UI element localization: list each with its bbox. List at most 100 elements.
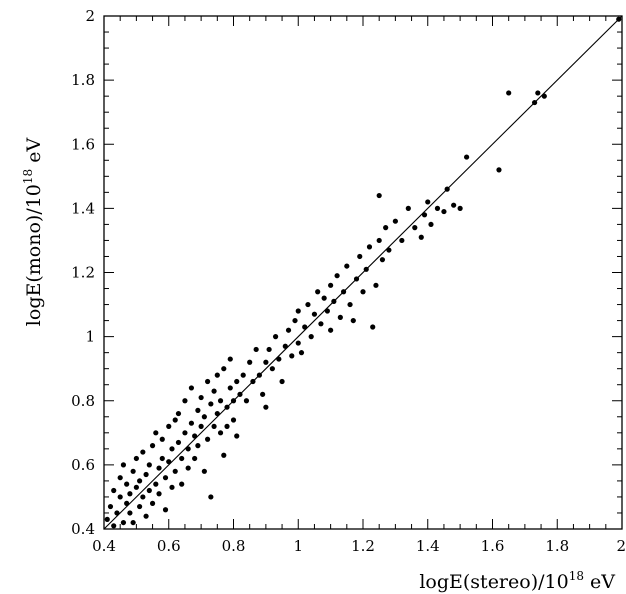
x-axis-label-unit: eV bbox=[584, 571, 615, 593]
data-point bbox=[428, 221, 434, 228]
data-point bbox=[234, 378, 240, 385]
data-point bbox=[263, 359, 269, 365]
data-point bbox=[434, 205, 441, 211]
data-point bbox=[230, 417, 237, 423]
data-point bbox=[412, 225, 418, 231]
data-point bbox=[282, 343, 288, 349]
data-point bbox=[334, 273, 340, 279]
data-point bbox=[269, 366, 275, 372]
data-point bbox=[376, 192, 382, 199]
data-point bbox=[172, 417, 178, 423]
data-point bbox=[140, 494, 146, 500]
data-point bbox=[289, 353, 295, 359]
data-point bbox=[166, 423, 172, 429]
data-point bbox=[185, 446, 191, 452]
data-point bbox=[111, 523, 117, 529]
axis-ticks bbox=[103, 15, 623, 530]
data-point bbox=[366, 244, 373, 250]
data-point bbox=[272, 334, 279, 340]
data-point bbox=[117, 475, 123, 481]
data-point bbox=[405, 205, 411, 211]
data-point bbox=[383, 225, 389, 231]
y-tick-label: 0.6 bbox=[71, 456, 95, 474]
data-point bbox=[357, 253, 363, 260]
data-point bbox=[376, 237, 382, 244]
data-point bbox=[373, 282, 379, 288]
data-point bbox=[360, 289, 366, 295]
data-point bbox=[350, 317, 356, 324]
data-point bbox=[140, 449, 146, 455]
data-point bbox=[130, 519, 136, 526]
data-point bbox=[496, 167, 502, 173]
data-point bbox=[616, 16, 622, 22]
y-tick-label: 1.8 bbox=[71, 71, 95, 89]
data-point bbox=[240, 372, 246, 378]
data-point bbox=[208, 401, 214, 407]
data-point bbox=[302, 324, 308, 330]
data-point bbox=[328, 327, 334, 333]
x-tick-label: 1.2 bbox=[351, 537, 375, 555]
data-point bbox=[111, 487, 117, 494]
data-point bbox=[166, 459, 172, 465]
data-point bbox=[201, 414, 207, 420]
x-axis-label-exponent: 18 bbox=[569, 569, 584, 583]
data-point bbox=[175, 410, 182, 417]
data-point bbox=[130, 468, 136, 474]
data-points bbox=[104, 16, 622, 529]
data-point bbox=[421, 212, 428, 218]
y-axis-label-unit: eV bbox=[23, 138, 45, 169]
data-point bbox=[311, 311, 318, 317]
data-point bbox=[179, 481, 185, 487]
data-point bbox=[124, 500, 130, 506]
data-point bbox=[392, 218, 398, 224]
data-point bbox=[205, 378, 211, 385]
y-tick-label: 1 bbox=[85, 328, 95, 346]
data-point bbox=[195, 443, 201, 449]
data-point bbox=[149, 500, 156, 506]
data-point bbox=[441, 208, 447, 215]
data-point bbox=[107, 503, 114, 510]
data-point bbox=[146, 462, 152, 468]
data-point bbox=[353, 276, 360, 282]
data-point bbox=[227, 356, 233, 362]
data-point bbox=[133, 455, 139, 462]
y-axis-label: logE(mono)/1018 eV bbox=[21, 138, 45, 327]
data-point bbox=[340, 289, 347, 295]
data-point bbox=[162, 507, 169, 513]
data-point bbox=[185, 465, 191, 471]
y-axis-label-exponent: 18 bbox=[21, 169, 35, 184]
data-point bbox=[198, 394, 204, 401]
data-point bbox=[247, 359, 253, 365]
x-tick-label: 1.8 bbox=[545, 537, 569, 555]
data-point bbox=[451, 202, 457, 208]
data-point bbox=[425, 199, 431, 205]
data-point bbox=[344, 263, 350, 269]
data-point bbox=[127, 491, 133, 497]
data-point bbox=[120, 462, 127, 468]
data-point bbox=[211, 423, 217, 429]
y-tick-label: 1.4 bbox=[71, 199, 95, 217]
x-axis-label-main: logE(stereo)/10 bbox=[419, 571, 568, 593]
data-point bbox=[506, 90, 512, 96]
data-point bbox=[214, 372, 220, 378]
data-point bbox=[285, 327, 292, 333]
data-point bbox=[531, 99, 538, 106]
data-point bbox=[124, 481, 130, 487]
data-point bbox=[541, 93, 547, 99]
data-point bbox=[464, 154, 470, 160]
data-point bbox=[444, 186, 450, 192]
data-point bbox=[276, 356, 282, 362]
data-point bbox=[114, 510, 120, 516]
y-tick-label: 0.8 bbox=[71, 392, 95, 410]
data-point bbox=[318, 321, 324, 327]
y-tick-label: 1.2 bbox=[71, 264, 95, 282]
data-point bbox=[328, 282, 334, 288]
data-point bbox=[156, 491, 162, 497]
data-point bbox=[418, 234, 424, 240]
x-tick-label: 2 bbox=[616, 537, 626, 555]
data-point bbox=[211, 388, 217, 394]
data-point bbox=[243, 398, 250, 404]
data-point bbox=[386, 247, 392, 253]
data-point bbox=[227, 385, 233, 391]
